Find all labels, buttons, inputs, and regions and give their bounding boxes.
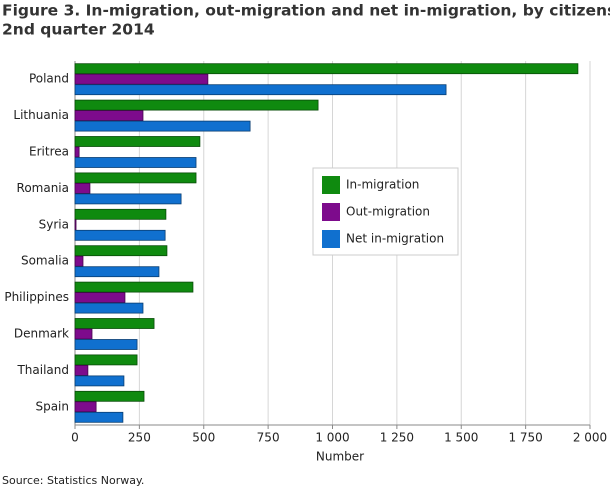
- y-tick-label: Somalia: [21, 254, 69, 268]
- bar: [74, 136, 201, 147]
- bar: [74, 157, 197, 168]
- legend-swatch: [322, 203, 340, 221]
- bar: [74, 245, 168, 257]
- legend-label: In-migration: [346, 178, 419, 192]
- bar: [74, 219, 77, 231]
- x-tick-label: 1 250: [380, 431, 414, 445]
- bar: [74, 84, 447, 96]
- chart-title: 2nd quarter 2014: [2, 21, 155, 39]
- legend-label: Net in-migration: [346, 232, 444, 246]
- y-tick-label: Spain: [35, 399, 69, 413]
- bar: [74, 339, 138, 350]
- bar: [74, 411, 124, 423]
- chart-title: Figure 3. In-migration, out-migration an…: [2, 2, 610, 20]
- bar: [74, 110, 144, 121]
- y-tick-label: Romania: [17, 181, 69, 195]
- legend-swatch: [322, 230, 340, 248]
- bar: [74, 99, 319, 111]
- bar: [74, 354, 138, 366]
- y-tick-label: Syria: [39, 217, 69, 231]
- bar: [74, 120, 251, 132]
- x-tick-label: 750: [257, 431, 280, 445]
- bar: [74, 390, 145, 402]
- bar: [74, 229, 166, 241]
- bar: [74, 146, 80, 158]
- y-tick-label: Philippines: [4, 290, 69, 304]
- x-tick-label: 1 000: [315, 431, 349, 445]
- bar: [74, 73, 209, 85]
- bar: [74, 364, 89, 376]
- y-tick-label: Lithuania: [13, 108, 69, 122]
- source: Source: Statistics Norway.: [2, 474, 144, 487]
- x-tick-label: 1 750: [508, 431, 542, 445]
- bar: [74, 375, 125, 387]
- bar: [74, 266, 160, 278]
- bar: [74, 63, 579, 75]
- bar: [74, 302, 144, 314]
- legend-label: Out-migration: [346, 205, 430, 219]
- bar: [74, 182, 91, 194]
- bar: [74, 172, 197, 184]
- y-tick-label: Eritrea: [29, 145, 69, 159]
- bar: [74, 318, 155, 329]
- bar: [74, 255, 84, 267]
- bar: [74, 281, 194, 293]
- y-tick-label: Thailand: [16, 363, 69, 377]
- x-tick-label: 1 500: [444, 431, 478, 445]
- x-axis-label: Number: [316, 450, 364, 464]
- x-tick-label: 250: [128, 431, 151, 445]
- x-tick-label: 0: [71, 431, 79, 445]
- legend-swatch: [322, 176, 340, 194]
- y-tick-label: Denmark: [14, 327, 69, 341]
- x-tick-label: 2 000: [573, 431, 607, 445]
- bar: [74, 328, 93, 340]
- x-tick-label: 500: [192, 431, 215, 445]
- y-tick-label: Poland: [29, 72, 69, 86]
- bar: [74, 193, 182, 205]
- bar: [74, 292, 126, 304]
- bar: [74, 401, 97, 413]
- bar: [74, 208, 167, 220]
